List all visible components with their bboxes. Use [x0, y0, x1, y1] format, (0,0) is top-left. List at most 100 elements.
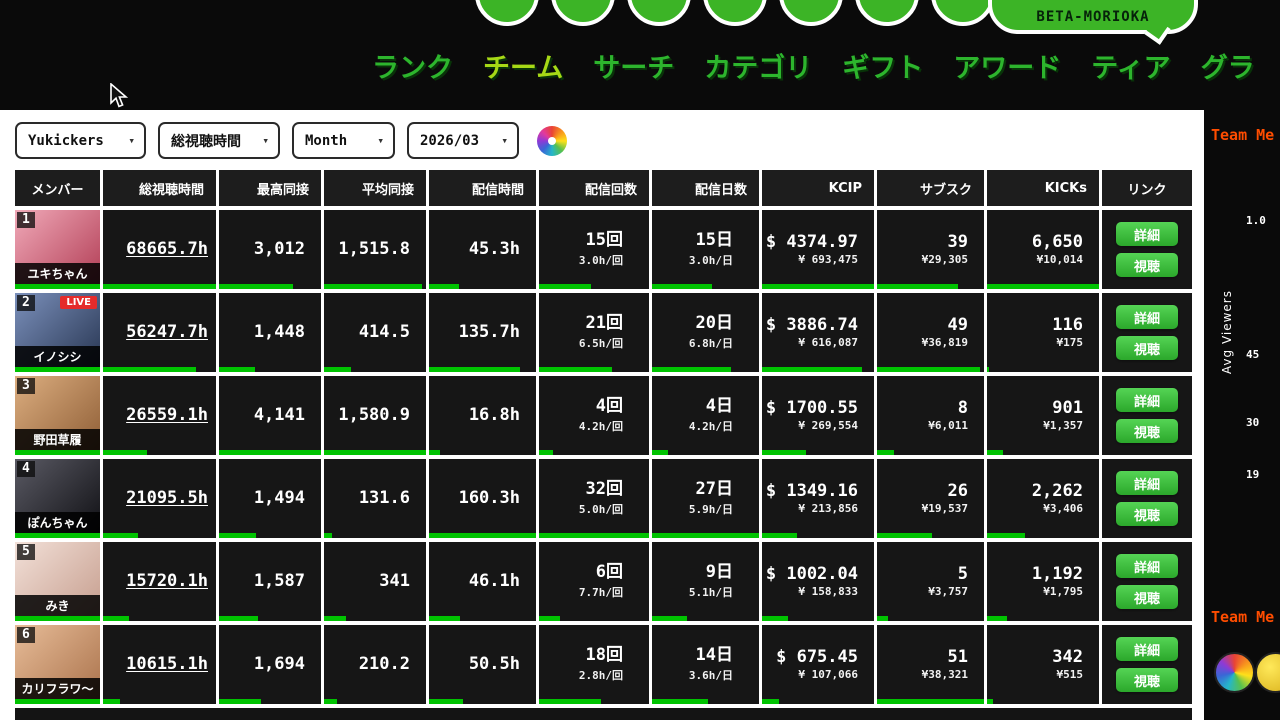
stat-subvalue: ¥38,321 — [921, 668, 968, 682]
detail-button[interactable]: 詳細 — [1116, 388, 1178, 412]
metric-select[interactable]: 総視聴時間 ▾ — [158, 122, 280, 159]
link-cell: 詳細 視聴 — [1102, 210, 1192, 289]
stat-bar — [324, 284, 422, 289]
stat-bar — [15, 450, 100, 455]
detail-button[interactable]: 詳細 — [1116, 471, 1178, 495]
stat-value: 9日 — [705, 562, 733, 583]
stat-value: $ 4374.97 — [765, 231, 858, 252]
total-hours-link[interactable]: 68665.7h — [126, 239, 208, 260]
color-wheel-icon[interactable] — [537, 125, 567, 156]
stat-bar — [539, 450, 554, 455]
watch-button[interactable]: 視聴 — [1116, 253, 1178, 277]
total-hours-link[interactable]: 10615.1h — [126, 654, 208, 675]
stat-value: 6,650 — [1031, 231, 1083, 252]
nav-item-4[interactable]: ギフト — [842, 53, 924, 84]
watch-button[interactable]: 視聴 — [1116, 502, 1178, 526]
stat-subvalue: ¥ 213,856 — [798, 502, 858, 516]
stat-subvalue: 4.2h/回 — [578, 419, 623, 433]
stat-bar — [987, 284, 1099, 289]
stat-subvalue: ¥6,011 — [928, 419, 968, 433]
stat-cell: 1,494 — [219, 459, 321, 538]
stat-value: 4回 — [595, 396, 623, 417]
stat-value: 8 — [957, 397, 968, 418]
stat-cell: 2,262 ¥3,406 — [987, 459, 1099, 538]
month-select[interactable]: 2026/03 ▾ — [407, 122, 519, 159]
nav-item-6[interactable]: ティア — [1091, 53, 1171, 84]
stat-subvalue: 5.1h/日 — [688, 585, 733, 599]
stat-bar — [219, 450, 321, 455]
nav-item-3[interactable]: カテゴリ — [704, 53, 813, 84]
stat-cell: $ 675.45 ¥ 107,066 — [762, 625, 874, 704]
stat-value: 135.7h — [458, 322, 520, 343]
axis-tick: 19 — [1246, 468, 1260, 481]
detail-button[interactable]: 詳細 — [1116, 554, 1178, 578]
stat-bar — [15, 284, 100, 289]
stat-cell: 116 ¥175 — [987, 293, 1099, 372]
stat-cell: 1,580.9 — [324, 376, 426, 455]
total-hours-link[interactable]: 26559.1h — [126, 405, 208, 426]
logo-bubble — [475, 0, 539, 26]
member-cell[interactable]: 4 ぽんちゃん — [15, 459, 100, 538]
chevron-down-icon: ▾ — [262, 134, 269, 147]
stat-bar — [219, 284, 294, 289]
period-select[interactable]: Month ▾ — [292, 122, 395, 159]
member-cell[interactable]: 1 ユキちゃん — [15, 210, 100, 289]
month-select-value: 2026/03 — [420, 132, 480, 149]
total-hours-link[interactable]: 56247.7h — [126, 322, 208, 343]
nav-item-5[interactable]: アワード — [953, 53, 1062, 84]
nav-item-7[interactable]: グラ — [1200, 53, 1255, 84]
stat-bar — [877, 450, 895, 455]
stat-cell: 68665.7h — [103, 210, 216, 289]
nav-item-1[interactable]: チーム — [483, 53, 564, 84]
stat-bar — [324, 699, 338, 704]
member-cell[interactable]: 3 野田草履 — [15, 376, 100, 455]
link-cell: 詳細 視聴 — [1102, 542, 1192, 621]
column-header: 配信回数 — [539, 170, 649, 206]
total-hours-link[interactable]: 15720.1h — [126, 571, 208, 592]
watch-button[interactable]: 視聴 — [1116, 419, 1178, 443]
watch-button[interactable]: 視聴 — [1116, 336, 1178, 360]
stat-bar — [987, 699, 993, 704]
stat-value: 1,192 — [1031, 563, 1083, 584]
detail-button[interactable]: 詳細 — [1116, 222, 1178, 246]
member-name: 野田草履 — [15, 429, 100, 450]
watch-button[interactable]: 視聴 — [1116, 585, 1178, 609]
stat-bar — [429, 616, 461, 621]
member-cell[interactable]: 2 LIVE イノシシ — [15, 293, 100, 372]
stat-cell: 46.1h — [429, 542, 536, 621]
detail-button[interactable]: 詳細 — [1116, 637, 1178, 661]
stat-value: 1,587 — [253, 571, 305, 592]
stat-cell: 49 ¥36,819 — [877, 293, 984, 372]
member-cell[interactable]: 6 カリフラワ〜 — [15, 625, 100, 704]
stat-value: 4日 — [705, 396, 733, 417]
logo-bubble — [779, 0, 843, 26]
watch-button[interactable]: 視聴 — [1116, 668, 1178, 692]
stat-cell: 56247.7h — [103, 293, 216, 372]
detail-button[interactable]: 詳細 — [1116, 305, 1178, 329]
logo-bubble — [855, 0, 919, 26]
team-select[interactable]: Yukickers ▾ — [15, 122, 146, 159]
site-logo[interactable] — [475, 0, 995, 26]
stat-value: 46.1h — [468, 571, 520, 592]
stat-bar — [539, 284, 591, 289]
stat-cell: 15720.1h — [103, 542, 216, 621]
stat-cell: 18回 2.8h/回 — [539, 625, 649, 704]
team-member-avatar[interactable] — [1214, 652, 1255, 693]
stat-bar — [652, 284, 712, 289]
axis-tick: 45 — [1246, 348, 1260, 361]
team-member-avatar[interactable] — [1255, 652, 1280, 693]
beta-badge: BETA-MORIOKA — [988, 0, 1198, 34]
stat-value: 2,262 — [1031, 480, 1083, 501]
stat-cell: 45.3h — [429, 210, 536, 289]
member-cell[interactable]: 5 みき — [15, 542, 100, 621]
nav-item-2[interactable]: サーチ — [593, 53, 675, 84]
stat-cell: 160.3h — [429, 459, 536, 538]
stat-bar — [877, 616, 888, 621]
stat-value: 901 — [1052, 397, 1083, 418]
stat-bar — [103, 284, 216, 289]
nav-item-0[interactable]: ランク — [372, 53, 453, 84]
stat-cell: 10615.1h — [103, 625, 216, 704]
total-hours-link[interactable]: 21095.5h — [126, 488, 208, 509]
stat-cell: 1,192 ¥1,795 — [987, 542, 1099, 621]
stat-value: 6回 — [595, 562, 623, 583]
